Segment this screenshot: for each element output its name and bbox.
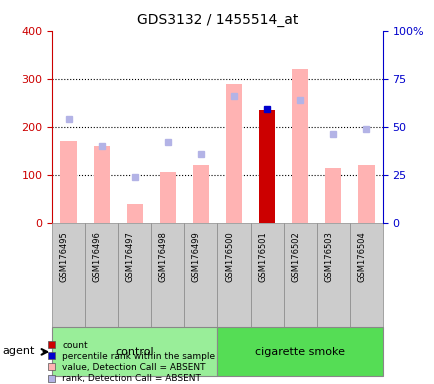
Bar <box>118 223 151 328</box>
Text: GSM176503: GSM176503 <box>323 231 332 282</box>
Bar <box>85 223 118 328</box>
Bar <box>52 328 217 376</box>
Text: GSM176499: GSM176499 <box>191 231 201 282</box>
Bar <box>52 223 85 328</box>
Bar <box>316 223 349 328</box>
Text: control: control <box>115 347 154 357</box>
Bar <box>217 223 250 328</box>
Bar <box>357 165 374 223</box>
Title: GDS3132 / 1455514_at: GDS3132 / 1455514_at <box>137 13 297 27</box>
Text: GSM176497: GSM176497 <box>125 231 135 282</box>
Bar <box>60 141 77 223</box>
Text: GSM176498: GSM176498 <box>158 231 168 282</box>
Text: GSM176501: GSM176501 <box>257 231 266 282</box>
Text: GSM176495: GSM176495 <box>59 231 69 282</box>
Bar <box>324 167 341 223</box>
Bar <box>283 223 316 328</box>
Bar <box>258 110 275 223</box>
Text: cigarette smoke: cigarette smoke <box>255 347 344 357</box>
Bar <box>93 146 110 223</box>
Text: agent: agent <box>2 346 34 356</box>
Text: GSM176504: GSM176504 <box>356 231 365 282</box>
Bar <box>291 69 308 223</box>
Bar <box>184 223 217 328</box>
Bar <box>349 223 382 328</box>
Bar <box>151 223 184 328</box>
Bar <box>250 223 283 328</box>
Bar <box>126 204 143 223</box>
Legend: count, percentile rank within the sample, value, Detection Call = ABSENT, rank, : count, percentile rank within the sample… <box>48 341 215 383</box>
Text: GSM176502: GSM176502 <box>290 231 299 282</box>
Bar <box>192 165 209 223</box>
Bar <box>159 172 176 223</box>
Text: GSM176500: GSM176500 <box>224 231 233 282</box>
Text: GSM176496: GSM176496 <box>92 231 102 282</box>
Bar <box>217 328 382 376</box>
Bar <box>225 84 242 223</box>
